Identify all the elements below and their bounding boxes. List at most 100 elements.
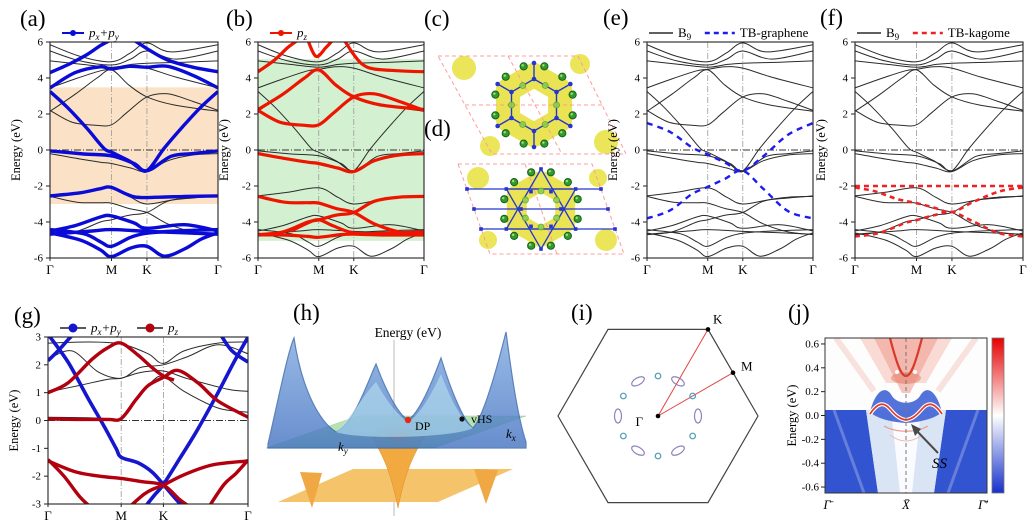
gamma-label: Γ: [635, 414, 643, 429]
boron-node: [606, 207, 610, 211]
boron-node: [554, 115, 559, 121]
band-curve: [50, 42, 111, 75]
charge-density-blob: [480, 136, 500, 156]
band-curve: [133, 42, 218, 74]
fermi-pocket-circle: [689, 432, 697, 440]
band-curve: [855, 214, 1023, 232]
y-tick-label: -4: [242, 217, 252, 229]
y-tick-label: -0.2: [802, 434, 819, 446]
boron-node: [559, 207, 563, 211]
band-curve: [208, 458, 248, 504]
bulk-red-haze-inner: [874, 338, 938, 393]
dirac-point-marker: [404, 416, 412, 424]
panel-label-c: (c): [424, 6, 450, 31]
fermi-pocket-ellipse: [693, 408, 703, 424]
atom-light-green: [553, 101, 560, 109]
charge-density-blob: [595, 229, 617, 251]
legend-label: pz: [296, 25, 308, 42]
boron-node: [495, 81, 500, 87]
band-curve: [50, 42, 218, 63]
band-curve: [50, 66, 218, 89]
band-curve: [647, 66, 813, 89]
legend-label: px+py: [88, 25, 119, 42]
red-streak: [935, 338, 979, 393]
legend-dot-sample: [145, 323, 155, 333]
ss-annotation: SS: [932, 456, 948, 472]
fermi-pocket-circle: [654, 372, 662, 380]
y-axis-label: Energy (eV): [785, 385, 799, 447]
high-symmetry-point: [655, 413, 661, 419]
honeycomb-bond-spoke: [556, 117, 571, 127]
boron-node: [531, 128, 537, 134]
atom-highlight: [575, 196, 578, 200]
atom-highlight: [548, 170, 552, 173]
atom-green: [527, 168, 536, 177]
band-curve: [258, 214, 424, 232]
y-axis-label: Energy (eV): [9, 119, 23, 181]
band-curve: [647, 169, 813, 220]
band-curve: [219, 337, 248, 364]
charge-density-blob: [467, 167, 489, 189]
band-curve: [855, 91, 1023, 172]
atom-light-green: [522, 196, 529, 204]
legend-label: pz: [167, 320, 179, 337]
panel-label-d: (d): [424, 116, 451, 141]
kpath-label: Γ: [44, 508, 52, 521]
band-curve: [647, 232, 813, 258]
y-tick-label: 2: [38, 109, 44, 121]
M-label: M: [741, 359, 753, 374]
atom-green: [563, 231, 572, 240]
charge-density-blob: [570, 54, 590, 74]
kpath-gamma-K: [657, 329, 709, 417]
y-tick-label: 2: [246, 109, 252, 121]
band-curve: [647, 91, 813, 172]
y-tick-label: 0.6: [805, 338, 819, 350]
atom-green: [510, 178, 519, 187]
kpath-label: Γ: [643, 262, 651, 277]
boron-node: [549, 224, 553, 229]
band-curve: [50, 50, 218, 66]
y-tick-label: 6: [843, 37, 849, 49]
y-tick-label: 3: [36, 332, 42, 344]
kpath-label: M: [911, 262, 923, 277]
atom-green: [519, 139, 528, 148]
boron-node: [529, 224, 533, 229]
panel-label-f: (f): [820, 5, 843, 30]
y-tick-label: -2: [34, 181, 43, 193]
y-tick-label: 2: [843, 109, 849, 121]
x-tick-label: X̄: [901, 498, 911, 512]
y-tick-label: -4: [631, 217, 641, 229]
atom-green: [501, 72, 510, 81]
band-curve: [855, 93, 1023, 127]
band-curve: [855, 229, 1023, 235]
y-tick-label: -2: [242, 181, 251, 193]
x-tick-label: Γ̄: [822, 498, 834, 512]
band-curve: [258, 68, 424, 112]
atom-light-green: [522, 214, 529, 222]
charge-density-isosurface: [506, 171, 576, 247]
band-curve: [855, 60, 1023, 68]
band-curve: [50, 185, 218, 200]
atom-highlight: [493, 113, 496, 116]
kpath-label: M: [313, 262, 325, 277]
kpath-label: Γ: [214, 262, 222, 277]
high-symmetry-point: [730, 370, 736, 375]
kpath-label: M: [702, 262, 714, 277]
colorbar: [991, 337, 1005, 494]
unit-cell-dashed: [457, 163, 625, 255]
structure-honeycomb: [437, 54, 627, 156]
y-tick-label: -2: [32, 471, 41, 483]
K-label: K: [713, 311, 723, 326]
atom-highlight: [521, 141, 524, 144]
boron-node: [531, 144, 537, 150]
boron-node: [509, 115, 514, 121]
band-curve: [50, 90, 218, 173]
atom-light-green: [519, 121, 527, 128]
atom-light-green: [541, 82, 549, 89]
atom-light-green: [553, 196, 560, 204]
atom-green: [540, 62, 549, 71]
band-curve: [48, 344, 248, 379]
y-axis-label: Energy (eV): [606, 119, 620, 181]
